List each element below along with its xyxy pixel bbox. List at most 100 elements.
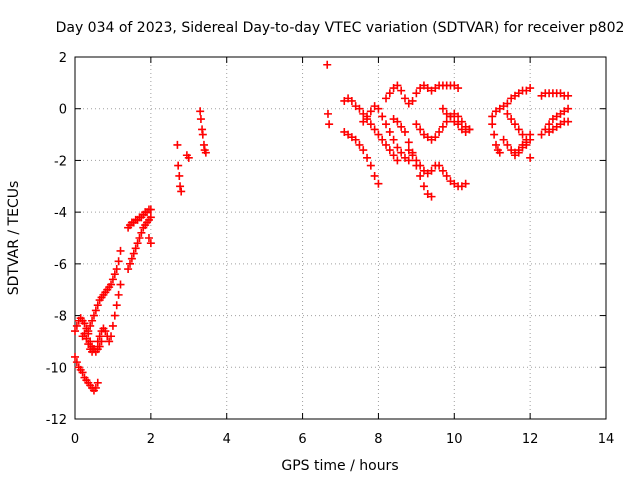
data-point	[427, 166, 436, 175]
data-point	[503, 99, 512, 108]
series-track-l	[323, 60, 334, 129]
data-point	[374, 130, 383, 139]
data-point	[323, 60, 332, 69]
data-point	[416, 171, 425, 180]
data-point	[133, 239, 142, 248]
data-point	[116, 246, 125, 255]
data-point	[72, 321, 81, 330]
data-point	[112, 301, 121, 310]
data-point	[325, 120, 334, 129]
series-track-g	[124, 213, 155, 274]
data-point	[412, 89, 421, 98]
data-point	[404, 156, 413, 165]
data-point	[144, 234, 153, 242]
data-point	[95, 332, 104, 341]
data-point	[116, 280, 125, 289]
y-tick-label: -6	[54, 258, 67, 273]
data-point	[435, 127, 444, 136]
x-tick-label: 4	[223, 432, 231, 447]
series-track-k	[196, 107, 210, 157]
x-tick-label: 0	[71, 432, 79, 447]
data-point	[125, 259, 134, 268]
data-point	[351, 135, 360, 144]
data-point	[442, 117, 451, 126]
data-point	[389, 151, 398, 160]
data-point	[492, 140, 501, 149]
data-point	[107, 332, 116, 341]
data-point	[374, 104, 383, 113]
data-point	[71, 352, 79, 361]
data-point	[93, 301, 102, 310]
series-track-m	[340, 94, 402, 165]
data-point	[127, 254, 136, 263]
data-point	[427, 192, 436, 201]
series-track-z	[510, 135, 535, 160]
plot-frame	[74, 56, 607, 420]
data-point	[382, 120, 391, 129]
data-point	[510, 120, 519, 129]
data-point	[382, 94, 391, 103]
x-tick-label: 14	[598, 432, 615, 447]
data-point	[201, 148, 210, 157]
data-point	[435, 161, 444, 170]
data-point	[416, 161, 425, 170]
data-point	[114, 257, 123, 266]
data-point	[347, 96, 356, 105]
series-track-w	[488, 120, 504, 157]
data-point	[397, 86, 406, 95]
data-point	[176, 182, 185, 191]
data-point	[135, 234, 144, 242]
data-point	[366, 120, 375, 129]
series-track-c	[84, 246, 125, 336]
data-point	[71, 327, 79, 336]
data-point	[88, 316, 97, 325]
data-point	[412, 156, 421, 165]
grid-lines	[75, 57, 606, 419]
data-point	[400, 127, 409, 136]
data-point	[355, 104, 364, 113]
data-point	[107, 280, 116, 289]
data-point	[385, 146, 394, 155]
data-point	[393, 81, 402, 90]
data-point	[438, 122, 447, 131]
data-point	[93, 378, 102, 387]
data-point	[408, 96, 417, 105]
data-point	[137, 228, 146, 237]
y-tick-label: -4	[54, 206, 67, 221]
data-point	[101, 327, 110, 336]
series-track-u	[438, 104, 474, 136]
data-point	[397, 148, 406, 157]
y-axis: -12 -10 -8 -6 -4 -2 0 2	[46, 51, 606, 428]
data-point	[490, 130, 499, 139]
data-point	[124, 265, 133, 274]
data-point	[461, 179, 470, 188]
series-track-f	[124, 205, 155, 232]
x-tick-label: 8	[374, 432, 382, 447]
data-point	[78, 368, 87, 377]
data-point	[404, 146, 413, 155]
data-point	[359, 146, 368, 155]
y-tick-label: -2	[54, 154, 67, 169]
data-point	[537, 130, 546, 139]
y-tick-label: -10	[46, 361, 67, 376]
data-point	[400, 94, 409, 103]
data-point	[108, 321, 117, 330]
data-point	[412, 120, 421, 129]
data-point	[89, 311, 98, 320]
series-track-s	[408, 81, 463, 105]
data-point	[198, 130, 207, 139]
data-point	[438, 104, 447, 113]
data-point	[465, 125, 474, 134]
x-tick-label: 10	[446, 432, 463, 447]
data-point	[514, 125, 523, 134]
data-point	[526, 135, 535, 144]
data-point	[385, 89, 394, 98]
data-point	[393, 117, 402, 126]
data-point	[184, 153, 193, 162]
data-point	[518, 130, 527, 139]
data-point	[175, 171, 184, 180]
data-point	[518, 143, 527, 152]
data-point	[177, 187, 186, 196]
data-point	[416, 125, 425, 134]
data-point	[363, 153, 372, 162]
